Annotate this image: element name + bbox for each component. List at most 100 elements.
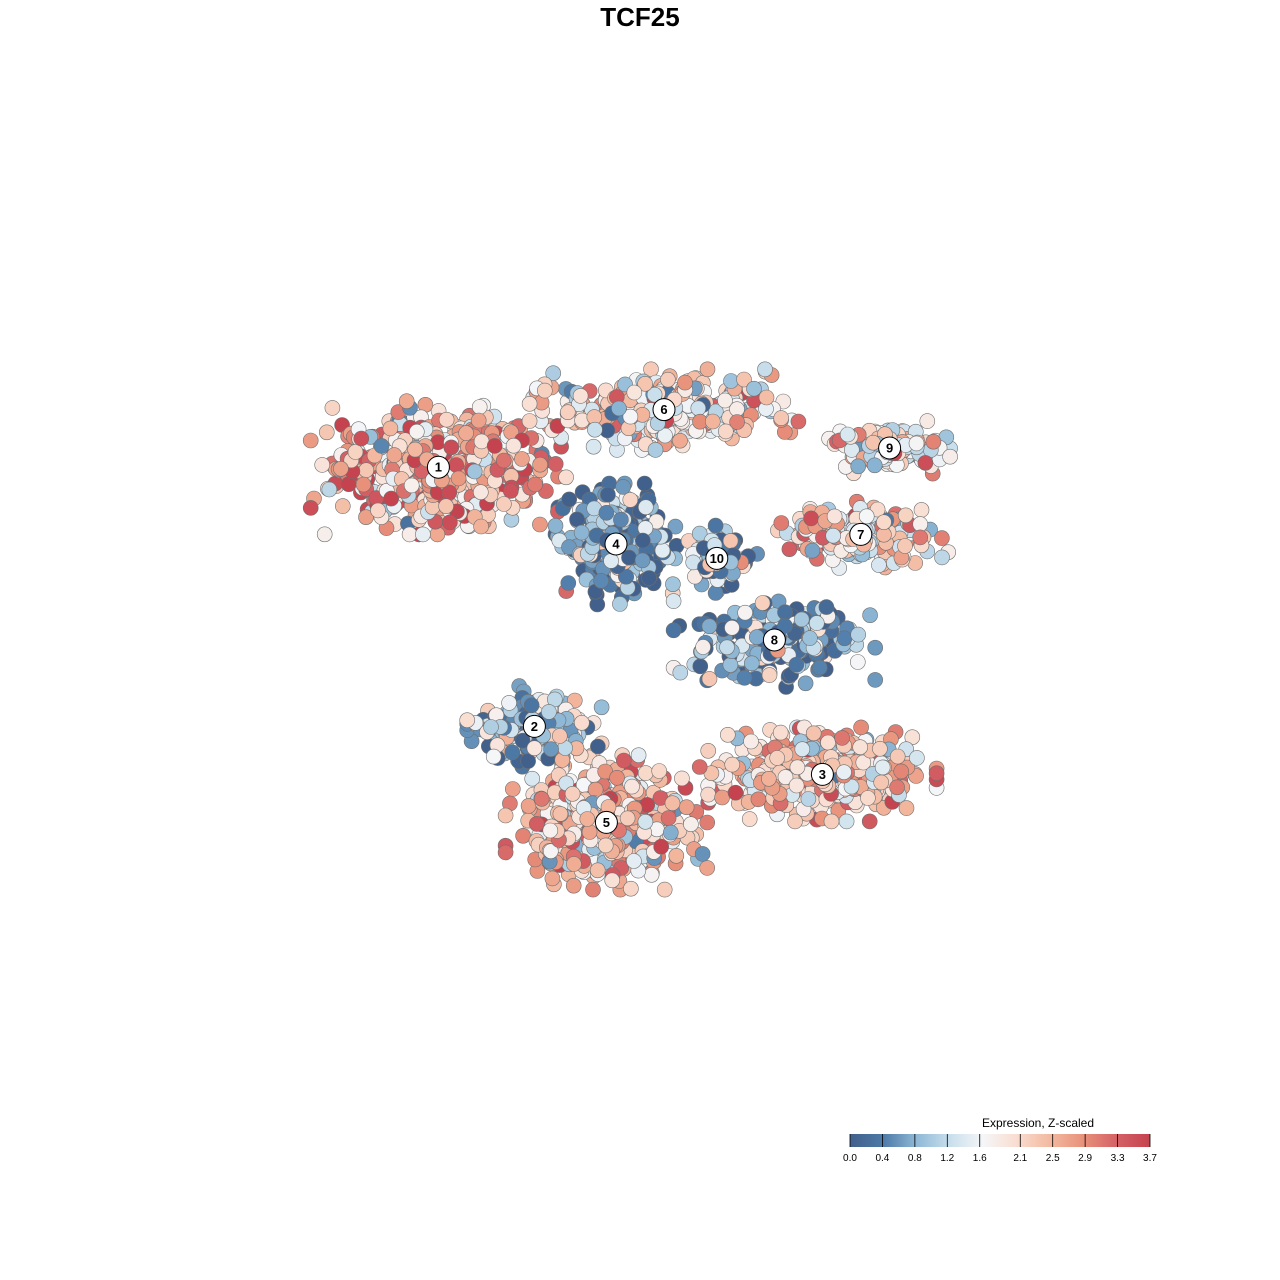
- cell-point: [660, 371, 676, 388]
- cell-point: [623, 880, 639, 897]
- cell-point: [794, 741, 811, 758]
- cell-point: [917, 455, 934, 471]
- cell-point: [825, 527, 842, 544]
- cell-point: [526, 740, 543, 757]
- cell-point: [867, 672, 884, 688]
- cell-point: [486, 438, 503, 454]
- cell-point: [612, 596, 628, 612]
- cell-point: [615, 752, 632, 769]
- cell-point: [483, 719, 499, 735]
- cell-point: [585, 881, 601, 898]
- cell-point: [852, 739, 869, 756]
- cell-point: [800, 791, 817, 807]
- legend-tick-label: 3.3: [1111, 1153, 1125, 1164]
- cell-point: [743, 733, 759, 750]
- legend-ticks: 0.0 0.4 0.8 1.2 1.6 2.1 2.5 2.9 3.3 3.7: [843, 1134, 1157, 1164]
- cell-point: [912, 529, 929, 546]
- cell-point: [541, 704, 557, 720]
- cell-point: [788, 656, 805, 673]
- cell-point: [722, 657, 739, 673]
- svg-text:3: 3: [819, 767, 826, 782]
- cell-point: [672, 432, 688, 449]
- cell-point: [593, 572, 609, 589]
- cell-point: [760, 770, 777, 787]
- cell-point: [626, 384, 643, 401]
- cell-point: [701, 618, 718, 635]
- cell-point: [746, 380, 762, 397]
- cell-point: [497, 844, 514, 861]
- svg-text:8: 8: [771, 633, 778, 648]
- cell-point: [723, 373, 739, 389]
- cell-point: [719, 639, 735, 656]
- cell-point: [318, 424, 335, 441]
- cell-point: [579, 811, 596, 827]
- cell-point: [637, 813, 654, 830]
- cluster-label-3: 3: [810, 762, 834, 786]
- cell-point: [324, 400, 341, 416]
- cell-point: [514, 451, 530, 467]
- cell-point: [611, 400, 627, 417]
- cell-point: [558, 469, 574, 486]
- cell-point: [699, 860, 716, 876]
- legend-tick-label: 0.4: [875, 1153, 889, 1164]
- cell-point: [889, 748, 906, 765]
- cell-point: [565, 877, 582, 894]
- cell-point: [928, 765, 945, 782]
- cell-point: [674, 770, 690, 787]
- cell-point: [748, 629, 765, 645]
- cell-point: [587, 421, 603, 438]
- cell-point: [590, 738, 606, 755]
- cluster-label-1: 1: [426, 455, 450, 479]
- cell-point: [656, 881, 673, 898]
- cell-point: [668, 847, 685, 864]
- cell-point: [552, 806, 569, 822]
- cell-point: [777, 769, 794, 785]
- cell-point: [724, 619, 740, 636]
- cell-point: [876, 514, 892, 531]
- cell-point: [603, 553, 619, 569]
- cell-point: [524, 770, 541, 787]
- cell-point: [502, 483, 519, 499]
- cell-point: [438, 498, 454, 515]
- cell-point: [496, 496, 512, 512]
- cell-point: [528, 816, 545, 832]
- cell-point: [707, 517, 724, 534]
- cell-point: [843, 778, 860, 795]
- cell-point: [622, 408, 639, 425]
- cell-point: [811, 659, 828, 676]
- cell-point: [729, 414, 745, 430]
- cell-point: [589, 862, 606, 879]
- cell-point: [934, 549, 950, 566]
- cluster-label-6: 6: [652, 398, 676, 422]
- cluster-label-7: 7: [849, 522, 873, 546]
- cell-point: [407, 441, 423, 458]
- cell-point: [373, 438, 390, 454]
- cell-point: [908, 435, 925, 452]
- cell-point: [805, 725, 822, 742]
- cell-point: [619, 810, 636, 827]
- cell-point: [370, 502, 386, 519]
- cell-point: [637, 375, 653, 392]
- legend-tick-label: 1.2: [940, 1153, 954, 1164]
- cell-point: [581, 824, 598, 840]
- cluster-label-8: 8: [762, 628, 786, 652]
- cell-point: [761, 667, 778, 683]
- cell-point: [719, 726, 736, 743]
- cell-point: [600, 486, 616, 503]
- cell-point: [547, 456, 564, 472]
- cell-point: [383, 490, 400, 507]
- cell-point: [662, 824, 679, 841]
- cell-point: [850, 626, 867, 643]
- cluster-label-2: 2: [522, 714, 546, 738]
- cell-point: [691, 525, 708, 542]
- cluster-label-5: 5: [594, 810, 618, 834]
- cell-point: [934, 530, 950, 546]
- cell-point: [897, 538, 913, 554]
- cell-point: [651, 763, 668, 779]
- cell-point: [701, 671, 718, 687]
- cell-point: [873, 774, 890, 791]
- cell-point: [353, 430, 370, 447]
- cell-point: [597, 837, 614, 854]
- cell-point: [722, 533, 739, 549]
